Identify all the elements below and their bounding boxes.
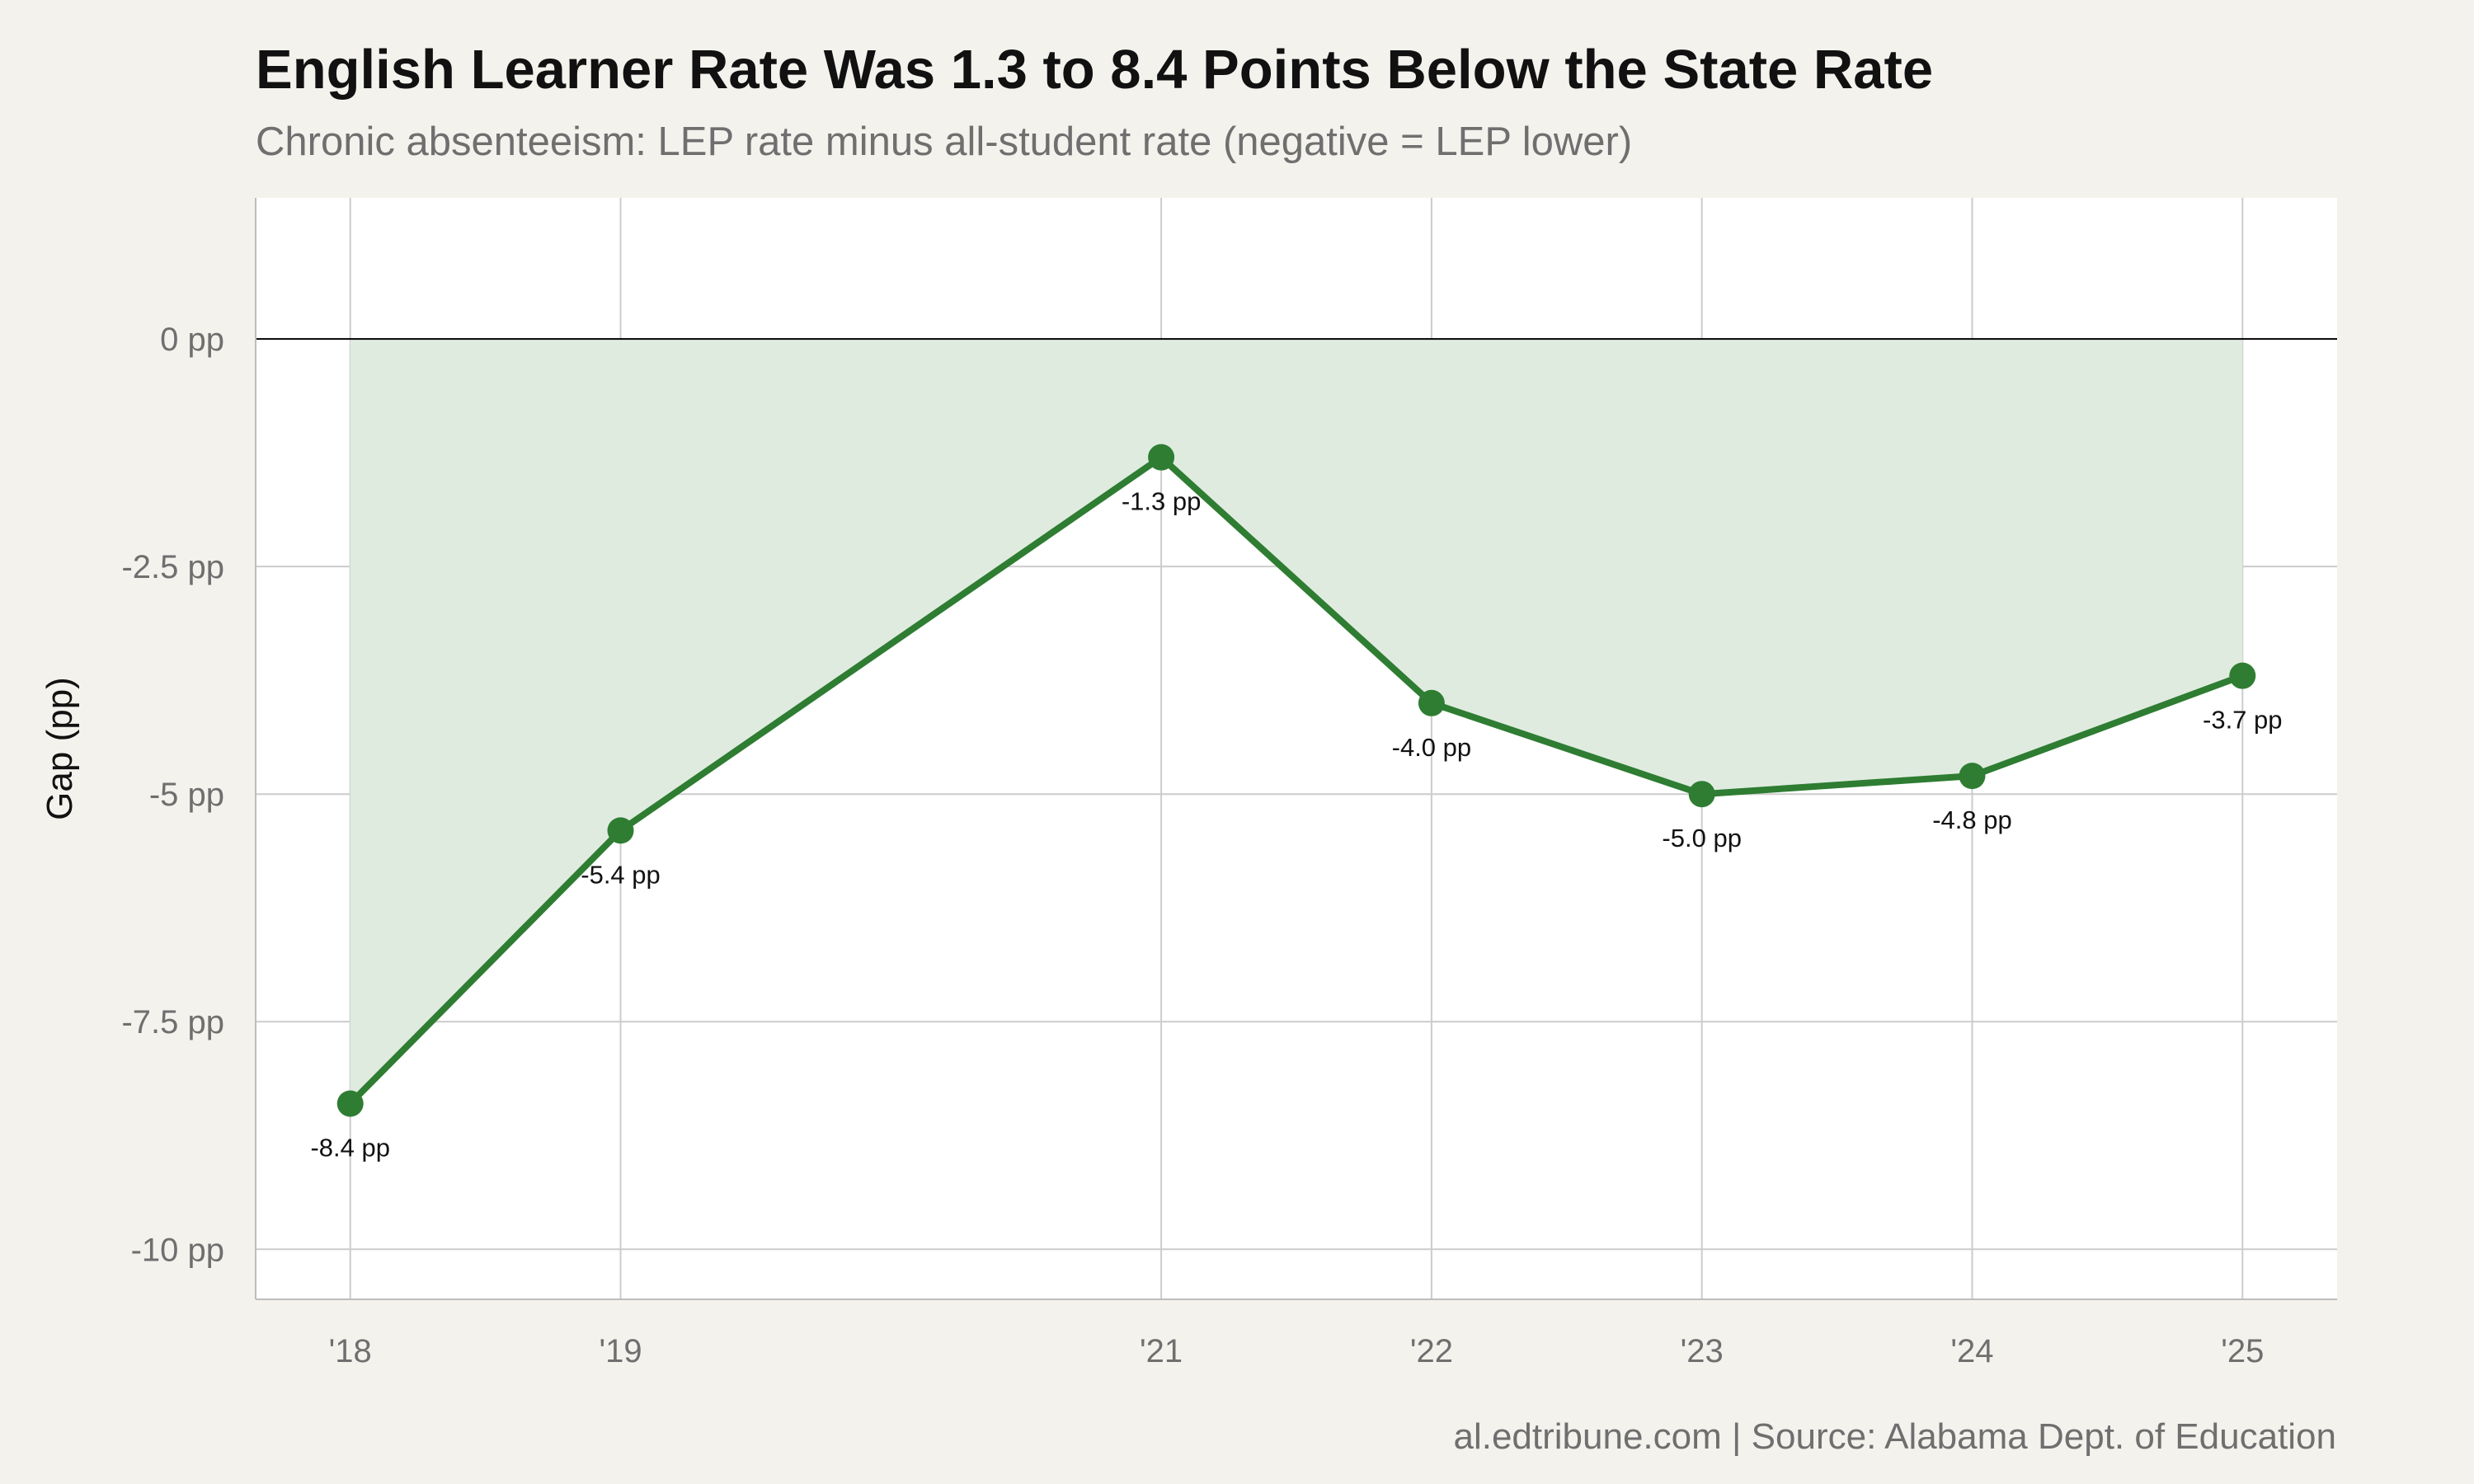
gap-area [350,339,2243,1104]
chart-title: English Learner Rate Was 1.3 to 8.4 Poin… [256,39,1934,101]
source-caption: al.edtribune.com | Source: Alabama Dept.… [1453,1416,2336,1457]
data-point [1148,444,1175,471]
data-point [1418,689,1445,716]
data-label: -3.7 pp [2203,706,2283,735]
data-label: -1.3 pp [1122,487,1202,516]
y-axis-title: Gap (pp) [40,677,80,820]
x-tick-label: '22 [1410,1333,1453,1369]
y-tick-label: 0 pp [160,322,224,358]
data-point [336,1090,364,1117]
x-tick-label: '23 [1681,1333,1724,1369]
x-tick-label: '19 [599,1333,642,1369]
y-tick-label: -2.5 pp [121,549,224,585]
chart-subtitle: Chronic absenteeism: LEP rate minus all-… [256,120,1633,164]
data-label: -5.4 pp [581,860,661,889]
data-label: -8.4 pp [310,1134,390,1162]
x-tick-label: '25 [2221,1333,2264,1369]
y-tick-label: -10 pp [131,1232,224,1268]
axes: 0 pp -2.5 pp -5 pp -7.5 pp -10 pp '18 '19 '21 '2… [121,198,2337,1369]
data-label: -4.8 pp [1932,805,2012,834]
x-tick-label: '18 [329,1333,372,1369]
y-tick-label: -5 pp [149,777,224,813]
data-point [1688,781,1715,808]
data-point [1959,763,1986,790]
point-layer [336,444,2256,1117]
point-label-layer: -8.4 pp -5.4 pp -1.3 pp -4.0 pp -5.0 pp -4.8 … [310,487,2282,1162]
x-tick-label: '24 [1950,1333,1993,1369]
data-label: -4.0 pp [1392,733,1472,762]
data-point [607,817,634,844]
x-tick-label: '21 [1140,1333,1183,1369]
data-label: -5.0 pp [1662,824,1742,852]
y-tick-label: -7.5 pp [121,1004,224,1040]
data-point [2229,662,2256,689]
area-layer [350,339,2243,1104]
